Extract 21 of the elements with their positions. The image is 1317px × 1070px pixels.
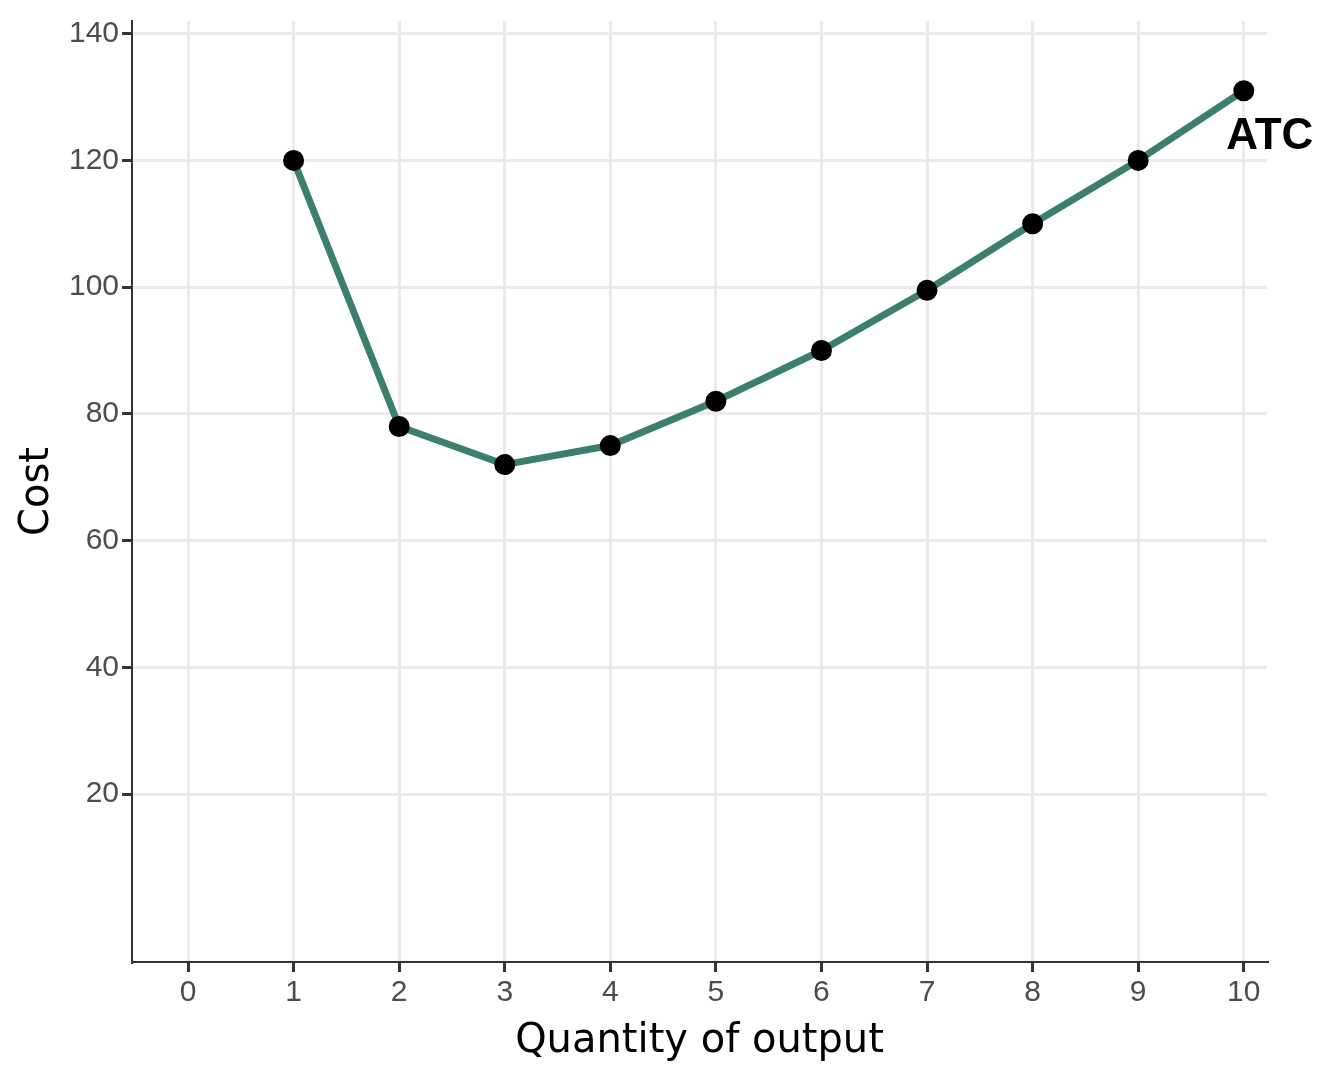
x-tick-label: 1 bbox=[285, 974, 302, 1008]
x-tick-label: 9 bbox=[1129, 974, 1147, 1008]
x-tick-label: 2 bbox=[390, 974, 408, 1008]
x-tick-label: 5 bbox=[707, 974, 725, 1008]
x-tick-label: 4 bbox=[601, 974, 619, 1008]
y-tick-label: 80 bbox=[85, 395, 120, 429]
x-axis-title: Quantity of output bbox=[515, 1015, 884, 1062]
series-label: ATC bbox=[1226, 108, 1314, 158]
y-tick-label: 40 bbox=[85, 648, 120, 682]
x-tick-label: 10 bbox=[1227, 974, 1261, 1008]
y-axis-title: Cost bbox=[11, 447, 58, 536]
y-tick-label: 100 bbox=[68, 268, 120, 302]
y-tick-label: 20 bbox=[85, 775, 120, 809]
x-tick-label: 6 bbox=[813, 974, 830, 1008]
y-tick-label: 120 bbox=[68, 141, 120, 175]
x-tick-label: 8 bbox=[1024, 974, 1041, 1008]
x-tick-label: 3 bbox=[496, 974, 514, 1008]
x-tick-label: 7 bbox=[918, 974, 936, 1008]
y-tick-label: 60 bbox=[85, 521, 120, 555]
x-tick-label: 0 bbox=[179, 974, 197, 1008]
y-tick-label: 140 bbox=[68, 14, 120, 48]
